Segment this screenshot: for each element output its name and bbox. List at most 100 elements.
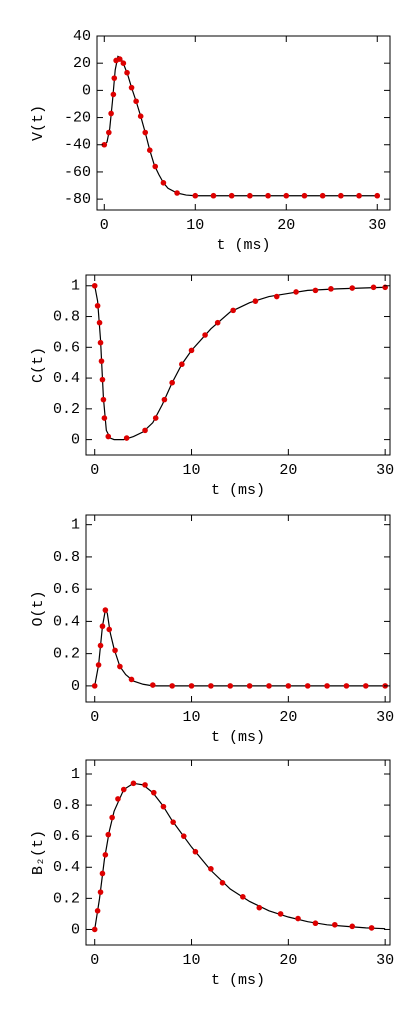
data-point — [152, 163, 159, 170]
data-point — [124, 69, 130, 76]
data-point — [180, 833, 187, 839]
curve — [94, 782, 386, 930]
data-point — [319, 192, 326, 199]
x-tick-label: 20 — [279, 952, 297, 969]
y-tick-label: 0.6 — [53, 339, 80, 356]
data-point — [130, 780, 137, 787]
data-point — [240, 894, 246, 900]
data-point — [105, 433, 112, 440]
data-point — [142, 129, 149, 136]
y-tick-label: 0 — [71, 921, 80, 938]
curve — [94, 608, 386, 687]
data-point — [208, 683, 214, 689]
x-tick-label: 20 — [277, 217, 295, 234]
data-point — [266, 683, 272, 689]
x-tick-label: 10 — [183, 462, 201, 479]
data-point — [192, 848, 199, 855]
data-point — [301, 192, 308, 199]
data-point — [174, 190, 180, 196]
data-point — [94, 302, 101, 309]
y-tick-label: 0.4 — [53, 859, 80, 876]
data-point — [349, 285, 356, 291]
y-axis-label: C(t) — [30, 347, 47, 383]
x-tick-label: 10 — [183, 952, 201, 969]
data-point — [277, 911, 284, 917]
data-point — [116, 56, 123, 62]
data-point — [370, 284, 377, 291]
y-tick-label: 1 — [71, 278, 80, 295]
x-tick-label: 0 — [90, 952, 99, 969]
data-point — [128, 676, 135, 683]
data-point — [362, 683, 369, 689]
data-point — [142, 782, 148, 788]
data-point — [247, 192, 253, 199]
data-point — [97, 889, 104, 895]
data-point — [105, 831, 112, 838]
data-point — [179, 361, 185, 368]
y-tick-label: 0 — [71, 678, 80, 695]
subplot: 0 10 20 30 0 0.2 0.4 0.6 0.8 1 t (ms) C(t) — [30, 274, 394, 499]
curve — [103, 55, 378, 197]
data-point — [188, 683, 195, 689]
data-point — [230, 307, 236, 314]
data-point — [170, 819, 176, 825]
subplot: 0 10 20 30 -80 -60 -40 -20 0 20 40 t (ms) V(t) — [30, 28, 391, 254]
data-point — [210, 192, 217, 199]
data-point — [283, 192, 290, 199]
y-tick-label: 0.4 — [53, 370, 80, 387]
y-tick-label: 1 — [71, 766, 80, 783]
data-point — [293, 289, 299, 295]
y-tick-label: 0.8 — [53, 309, 80, 326]
data-point — [111, 75, 118, 81]
data-point — [106, 626, 113, 633]
y-axis-label: V(t) — [30, 105, 47, 141]
data-point — [101, 415, 108, 421]
x-tick-label: 30 — [368, 217, 386, 234]
data-point — [106, 129, 112, 136]
subplot: 0 10 20 30 0 0.2 0.4 0.6 0.8 1 t (ms) B₂(t) — [30, 759, 394, 989]
data-point — [324, 683, 330, 689]
data-point — [102, 607, 109, 613]
data-point — [123, 435, 130, 441]
data-point — [120, 60, 127, 66]
y-tick-label: 0.6 — [53, 828, 80, 845]
data-point — [91, 683, 98, 689]
data-point — [152, 415, 159, 421]
data-point — [91, 282, 98, 289]
data-point — [99, 870, 106, 877]
x-tick-label: 30 — [376, 709, 394, 726]
x-tick-label: 10 — [186, 217, 204, 234]
data-point — [214, 319, 221, 326]
data-point — [188, 347, 195, 354]
data-point — [133, 98, 139, 105]
data-point — [150, 682, 156, 688]
y-tick-label: 0.2 — [53, 401, 80, 418]
x-tick-label: 20 — [279, 462, 297, 479]
data-point — [94, 907, 101, 914]
data-point — [128, 84, 135, 91]
data-point — [160, 803, 167, 810]
plot-frame — [85, 759, 391, 946]
data-point — [349, 923, 356, 930]
data-point — [120, 786, 127, 793]
data-point — [95, 662, 102, 668]
data-point — [228, 192, 235, 199]
data-point — [99, 376, 106, 383]
data-point — [208, 866, 214, 872]
y-tick-label: -60 — [64, 164, 91, 181]
data-point — [97, 339, 104, 346]
plot-frame — [85, 274, 391, 456]
y-tick-label: 0.6 — [53, 581, 80, 598]
data-point — [343, 683, 350, 689]
data-point — [252, 298, 259, 304]
data-point — [91, 926, 98, 933]
y-tick-label: 0 — [82, 82, 91, 99]
data-point — [112, 647, 118, 654]
data-point — [285, 683, 292, 689]
y-axis-label: B₂(t) — [30, 830, 47, 875]
y-tick-label: 0.8 — [53, 549, 80, 566]
data-point — [100, 396, 107, 403]
data-point — [312, 287, 319, 294]
x-tick-label: 20 — [279, 709, 297, 726]
